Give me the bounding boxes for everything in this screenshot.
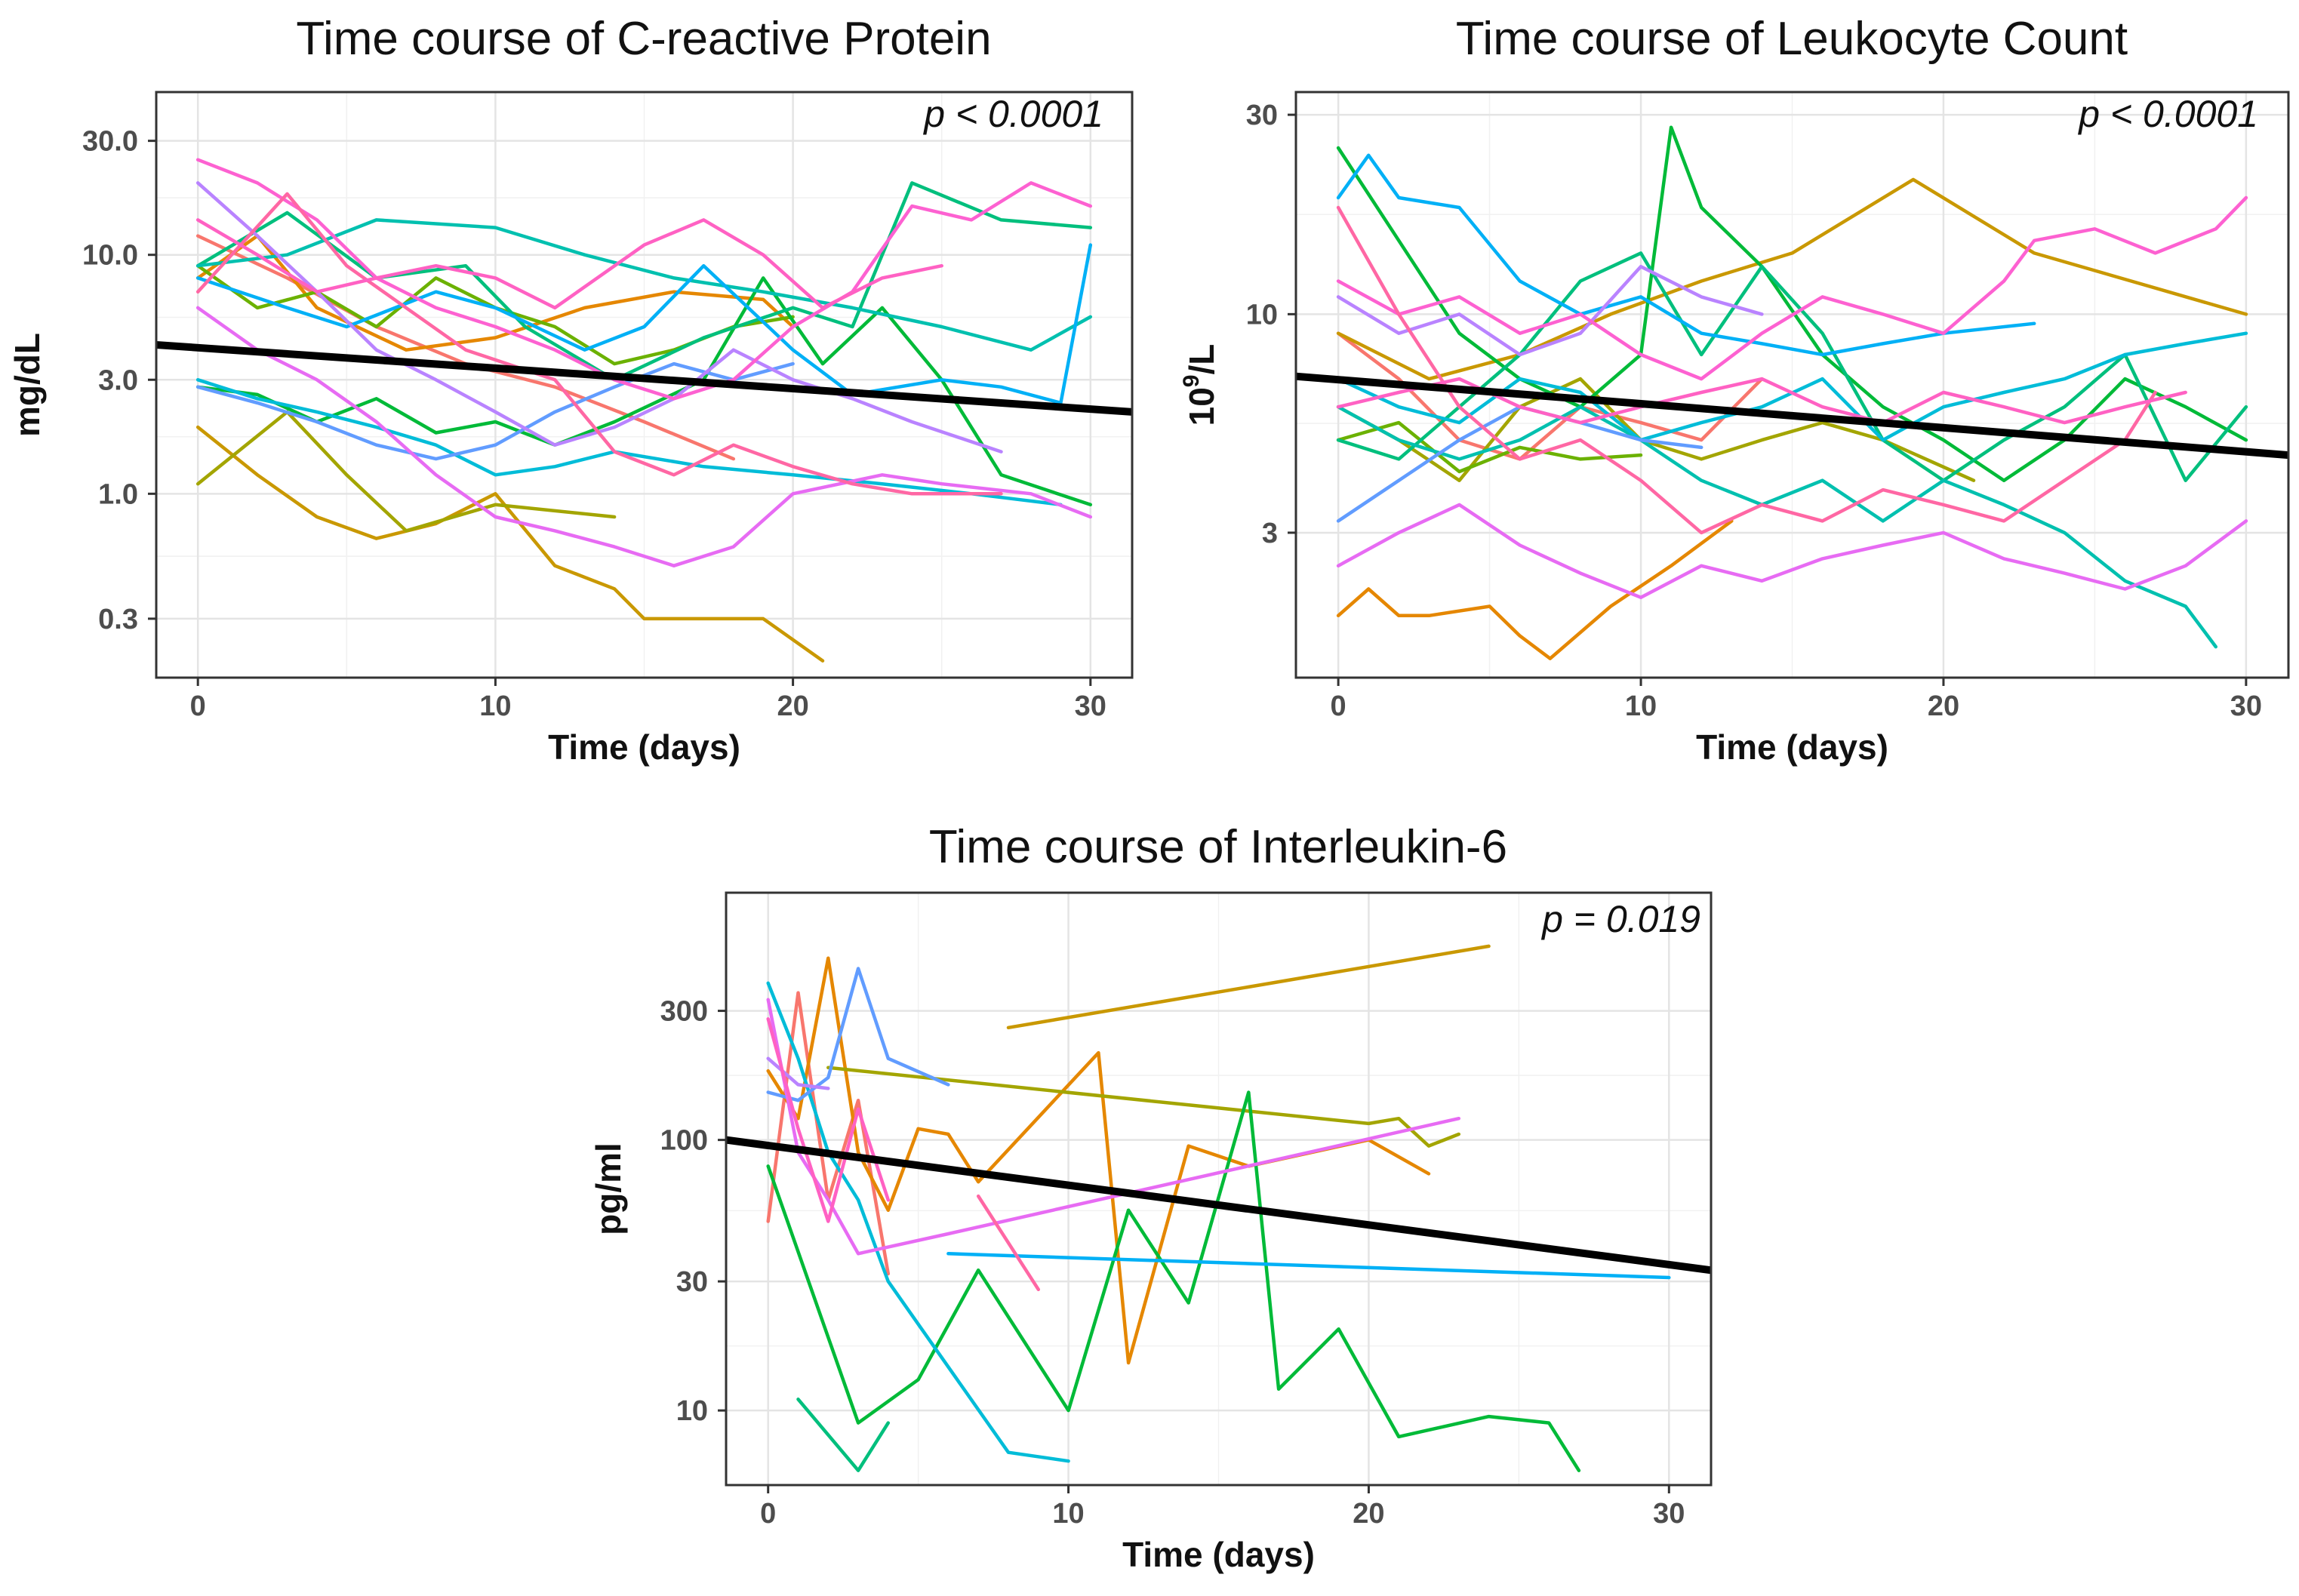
leukocyte-y-tick-label: 30 bbox=[1246, 100, 1278, 131]
leukocyte-y-axis-title: 109/L bbox=[1179, 344, 1221, 426]
il6-series-line-5 bbox=[766, 1090, 1581, 1472]
crp-x-tick-label: 0 bbox=[190, 690, 206, 722]
il6-y-tick-label: 10 bbox=[676, 1395, 708, 1427]
leukocyte-series-line-8 bbox=[1336, 404, 2218, 649]
leukocyte-p-value-annotation: p < 0.0001 bbox=[2077, 93, 2258, 135]
leukocyte-panel: 0 10 20 30 3 10 30 Time course of Leukocyte Cou… bbox=[1179, 13, 2290, 767]
il6-x-tick-label: 30 bbox=[1653, 1498, 1685, 1530]
il6-series-line-2 bbox=[766, 956, 1431, 1365]
crp-x-tick-label: 30 bbox=[1075, 690, 1106, 722]
crp-series-line-7 bbox=[195, 181, 1093, 382]
crp-y-tick-label: 0.3 bbox=[98, 604, 138, 635]
leukocyte-series-group bbox=[1336, 125, 2248, 660]
crp-y-axis-title: mg/dL bbox=[8, 333, 47, 437]
crp-x-axis-title: Time (days) bbox=[548, 727, 740, 767]
il6-series-line-8 bbox=[946, 1252, 1671, 1280]
il6-y-tick-label: 300 bbox=[660, 996, 708, 1028]
il6-series-line-6 bbox=[796, 1398, 891, 1472]
il6-series-line-10 bbox=[766, 1056, 830, 1090]
crp-series-line-10 bbox=[195, 243, 1093, 405]
crp-series-line-9 bbox=[195, 378, 1063, 507]
il6-y-tick-label: 30 bbox=[676, 1266, 708, 1298]
crp-trend-line bbox=[156, 341, 1132, 416]
crp-series-line-6 bbox=[195, 276, 1093, 507]
il6-y-axis-title: pg/ml bbox=[589, 1142, 628, 1235]
il6-p-value-annotation: p = 0.019 bbox=[1540, 898, 1700, 940]
crp-series-line-16 bbox=[195, 218, 943, 310]
crp-series-line-15 bbox=[195, 192, 1003, 496]
il6-x-tick-label: 20 bbox=[1353, 1498, 1384, 1530]
crp-series-line-4 bbox=[195, 410, 617, 533]
crp-y-tick-label: 3.0 bbox=[98, 364, 138, 396]
il6-panel-border bbox=[725, 891, 1713, 1487]
crp-x-tick-label: 10 bbox=[479, 690, 511, 722]
leukocyte-x-tick-label: 20 bbox=[1928, 690, 1959, 722]
leukocyte-panel-border bbox=[1294, 91, 2290, 679]
il6-series-line-12 bbox=[766, 1017, 891, 1223]
leukocyte-x-tick-label: 0 bbox=[1331, 690, 1346, 722]
leukocyte-x-axis-title: Time (days) bbox=[1696, 727, 1888, 767]
il6-chart-title: Time course of Interleukin-6 bbox=[929, 821, 1507, 873]
leukocyte-series-line-3 bbox=[1336, 177, 2248, 381]
leukocyte-y-tick-label: 3 bbox=[1262, 518, 1278, 549]
crp-series-line-2 bbox=[195, 234, 795, 352]
il6-x-axis-title: Time (days) bbox=[1122, 1535, 1315, 1574]
leukocyte-chart-title: Time course of Leukocyte Count bbox=[1456, 13, 2128, 65]
leukocyte-series-line-7 bbox=[1336, 251, 2248, 482]
leukocyte-series-line-2 bbox=[1336, 519, 1734, 660]
crp-chart-title: Time course of C-reactive Protein bbox=[296, 13, 991, 65]
crp-series-line-3 bbox=[195, 425, 825, 663]
il6-x-tick-label: 10 bbox=[1052, 1498, 1084, 1530]
il6-series-line-4 bbox=[826, 1066, 1461, 1148]
leukocyte-x-tick-label: 10 bbox=[1625, 690, 1657, 722]
crp-y-tick-label: 1.0 bbox=[98, 478, 138, 510]
leukocyte-y-axis-title-unit: /L bbox=[1182, 344, 1221, 375]
crp-panel-border bbox=[155, 91, 1134, 679]
crp-panel: 0 10 20 30 0.3 1.0 3.0 10.0 30.0 Time course of C… bbox=[8, 13, 1134, 767]
leukocyte-y-axis-title-superscript: 9 bbox=[1179, 375, 1204, 388]
il6-x-tick-label: 0 bbox=[760, 1498, 776, 1530]
il6-y-tick-label: 100 bbox=[660, 1125, 708, 1157]
crp-x-tick-label: 20 bbox=[777, 690, 808, 722]
crp-series-line-13 bbox=[195, 306, 1093, 567]
il6-trend-line bbox=[726, 1136, 1711, 1275]
crp-p-value-annotation: p < 0.0001 bbox=[922, 93, 1103, 135]
crp-series-line-14 bbox=[195, 158, 1093, 401]
il6-panel: 0 10 20 30 10 30 100 300 Time course of Interleu… bbox=[589, 821, 1713, 1574]
crp-y-tick-label: 10.0 bbox=[82, 240, 138, 272]
il6-series-line-7 bbox=[766, 981, 1070, 1463]
crp-series-line-11 bbox=[195, 361, 795, 461]
leukocyte-y-axis-title-base: 10 bbox=[1182, 387, 1221, 426]
leukocyte-series-line-15 bbox=[1336, 205, 2157, 535]
crp-series-line-8 bbox=[195, 218, 1093, 352]
il6-series-line-3 bbox=[1006, 944, 1491, 1030]
leukocyte-series-line-10 bbox=[1336, 153, 2036, 357]
leukocyte-series-line-5 bbox=[1336, 420, 1643, 474]
leukocyte-y-tick-label: 10 bbox=[1246, 299, 1278, 331]
leukocyte-trend-line bbox=[1296, 372, 2288, 460]
leukocyte-series-line-14 bbox=[1336, 195, 2248, 381]
il6-series-line-9 bbox=[766, 967, 950, 1102]
il6-series-line-13 bbox=[976, 1194, 1041, 1292]
leukocyte-series-line-13 bbox=[1336, 503, 2248, 599]
il6-series-line-11 bbox=[766, 998, 1461, 1256]
leukocyte-x-tick-label: 30 bbox=[2230, 690, 2262, 722]
crp-y-tick-label: 30.0 bbox=[82, 126, 138, 158]
